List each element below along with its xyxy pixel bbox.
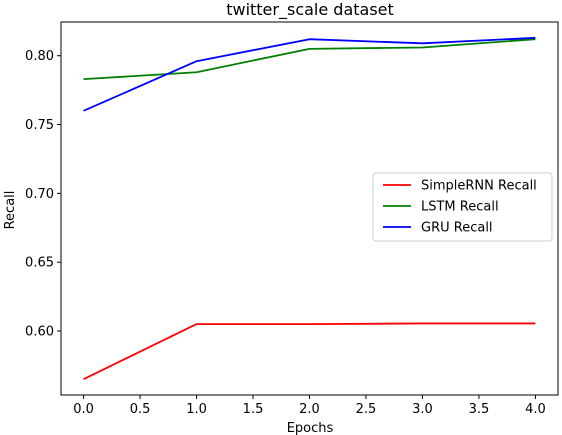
x-tick-label: 3.0: [412, 402, 433, 417]
legend-label: LSTM Recall: [421, 200, 499, 215]
series-line-simplernn-recall: [83, 322, 536, 380]
x-tick-label: 1.5: [243, 402, 264, 417]
series-line-lstm-recall: [83, 38, 536, 81]
x-tick-label: 2.5: [356, 402, 377, 417]
legend-box: [372, 172, 553, 242]
y-tick-label: 0.70: [25, 187, 54, 202]
y-tick-label: 0.75: [25, 118, 54, 133]
y-tick-label: 0.65: [25, 256, 54, 271]
legend-label: GRU Recall: [421, 221, 493, 236]
x-tick-label: 0.0: [73, 402, 94, 417]
x-tick-label: 3.5: [469, 402, 490, 417]
y-tick-label: 0.60: [25, 324, 54, 339]
legend-label: SimpleRNN Recall: [421, 179, 537, 194]
legend: SimpleRNN Recall LSTM Recall GRU Recall: [372, 172, 553, 242]
plot-area: 0.0 0.5 1.0 1.5 2.0 2.5 3.0 3.5 4.0 0.60 0.65 0.70 0…: [25, 21, 559, 417]
series-line-gru-recall: [83, 36, 536, 112]
x-axis-label: Epochs: [287, 421, 334, 435]
chart-title: twitter_scale dataset: [226, 0, 394, 20]
x-tick-label: 0.5: [130, 402, 151, 417]
x-tick-label: 1.0: [186, 402, 207, 417]
y-axis-label: Recall: [3, 191, 18, 230]
x-tick-label: 2.0: [299, 402, 320, 417]
y-tick-label: 0.80: [25, 49, 54, 64]
x-tick-label: 4.0: [525, 402, 546, 417]
